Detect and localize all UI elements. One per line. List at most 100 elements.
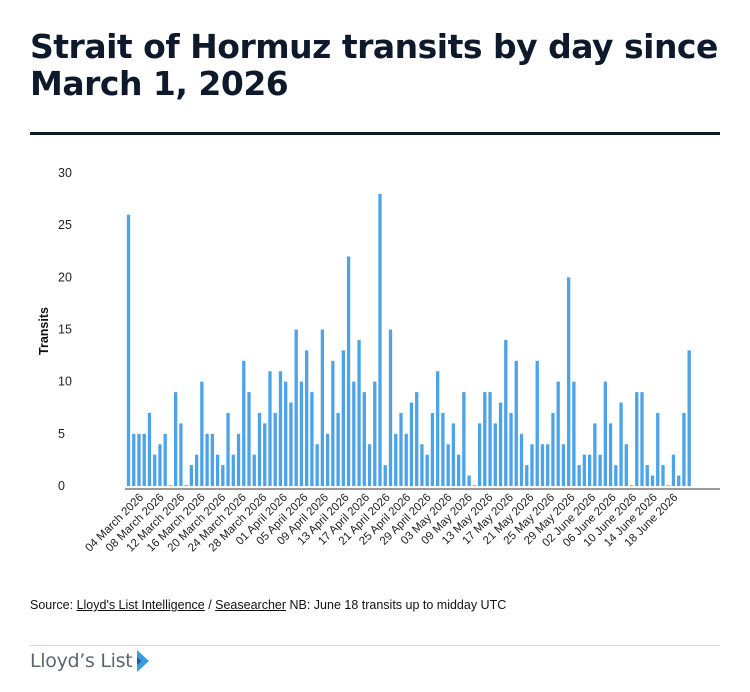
bar (582, 454, 587, 486)
bar (357, 339, 361, 486)
bar (268, 371, 272, 486)
bar (252, 454, 256, 486)
logo-arrow-icon (137, 650, 150, 672)
y-tick-label: 20 (58, 270, 72, 284)
bar (530, 444, 534, 486)
bar (284, 381, 288, 486)
bar (325, 433, 330, 486)
bar (551, 412, 555, 486)
source-link-lloyds-list-intelligence[interactable]: Lloyd's List Intelligence (76, 598, 205, 612)
bar (142, 433, 146, 486)
bar (614, 465, 618, 486)
bar (158, 444, 162, 486)
bar (126, 214, 131, 486)
bar (546, 444, 550, 486)
bar (687, 350, 691, 486)
bar (635, 392, 639, 486)
bar (462, 392, 466, 486)
bar (205, 433, 209, 486)
bar (430, 412, 435, 486)
bar (226, 412, 230, 486)
y-tick-label: 0 (58, 479, 65, 493)
bar (231, 454, 235, 486)
bar (310, 392, 314, 486)
bar (467, 475, 471, 486)
bar (320, 329, 325, 486)
bar (273, 412, 277, 486)
bar (640, 392, 644, 486)
bar (509, 412, 513, 486)
bar (236, 433, 241, 486)
source-link-seasearcher[interactable]: Seasearcher (215, 598, 287, 612)
bar (525, 465, 529, 486)
bar (624, 444, 628, 486)
bar (153, 454, 157, 486)
bar (535, 360, 539, 486)
bar (420, 444, 424, 486)
bar (147, 412, 152, 486)
page-title: Strait of Hormuz transits by day since M… (30, 27, 718, 103)
bar (247, 392, 251, 486)
bar (294, 329, 298, 486)
bar (514, 360, 518, 486)
bar (257, 412, 262, 486)
title-divider (30, 132, 720, 135)
bar (677, 475, 681, 486)
bar (472, 485, 476, 486)
bar (210, 433, 214, 486)
bar (671, 454, 676, 486)
bar (346, 256, 351, 486)
bar (650, 475, 655, 486)
bar (378, 193, 382, 486)
bar (179, 423, 183, 486)
bar (436, 371, 440, 486)
source-separator: / (204, 598, 216, 612)
bar (425, 454, 429, 486)
bar (483, 392, 487, 486)
bar (373, 381, 377, 486)
footer-divider (30, 645, 720, 646)
bar (577, 465, 581, 486)
bar (593, 423, 597, 486)
bar (441, 412, 445, 486)
bar (666, 485, 670, 486)
bar (388, 329, 393, 486)
bar (656, 412, 660, 486)
bar (682, 412, 686, 486)
bar (477, 423, 482, 486)
bar (315, 444, 319, 486)
bar (200, 381, 204, 486)
source-note: Source: Lloyd's List Intelligence / Seas… (30, 598, 506, 612)
bar (415, 392, 419, 486)
bar (163, 433, 167, 486)
bar (184, 485, 188, 486)
bar (289, 402, 293, 486)
y-axis-label: Transits (37, 307, 51, 355)
bar (194, 454, 199, 486)
bar (629, 485, 634, 486)
bar (278, 371, 283, 486)
bar (608, 423, 613, 486)
bar (498, 402, 503, 486)
source-prefix: Source: (30, 598, 77, 612)
bar (168, 485, 173, 486)
bar (331, 360, 335, 486)
bar (567, 277, 571, 486)
logo-wordmark: Lloyd’s List (30, 650, 133, 672)
bar (352, 381, 356, 486)
bar (446, 444, 450, 486)
lloyds-list-logo[interactable]: Lloyd’s List (30, 648, 152, 674)
bar (598, 454, 602, 486)
bar (299, 381, 304, 486)
bar (661, 465, 665, 486)
bar (404, 433, 408, 486)
bar (456, 454, 461, 486)
bar (556, 381, 560, 486)
bar (305, 350, 309, 486)
bar (451, 423, 456, 486)
bar (587, 454, 592, 486)
bar (341, 350, 345, 486)
bar (561, 444, 566, 486)
bar (132, 433, 136, 486)
bar (572, 381, 576, 486)
